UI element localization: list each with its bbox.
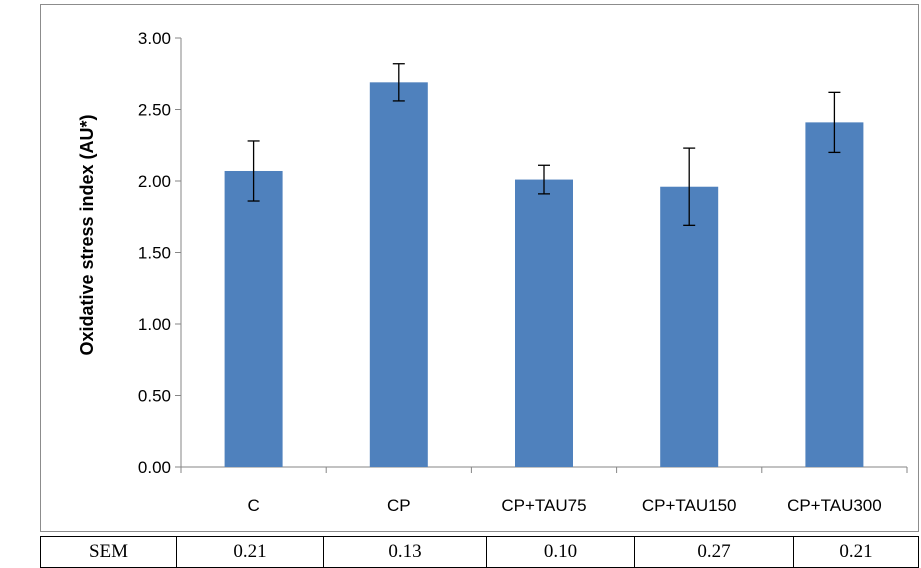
x-category-label: CP+TAU75: [501, 496, 586, 515]
x-category-label: CP: [387, 496, 411, 515]
x-category-label: CP+TAU300: [787, 496, 882, 515]
axes: [175, 37, 908, 473]
sem-cell: 0.13: [323, 536, 487, 568]
table-row: SEM 0.21 0.13 0.10 0.27 0.21: [40, 536, 919, 568]
sem-cell: 0.21: [793, 536, 919, 568]
chart-frame: 0.00 0.50 1.00 1.50 2.00 2.50 3.00 C CP CP+TAU75 C…: [40, 4, 919, 532]
bar-chart: 0.00 0.50 1.00 1.50 2.00 2.50 3.00 C CP CP+TAU75 C…: [77, 29, 908, 515]
y-tick-label: 1.50: [138, 244, 171, 263]
y-tick-label: 3.00: [138, 29, 171, 48]
sem-row-label: SEM: [40, 536, 177, 568]
y-tick-label: 1.00: [138, 315, 171, 334]
x-category-label: CP+TAU150: [642, 496, 737, 515]
bars: [224, 82, 864, 468]
y-tick-label: 0.00: [138, 458, 171, 477]
y-tick-label: 2.50: [138, 101, 171, 120]
y-axis-title: Oxidative stress index (AU*): [77, 114, 97, 355]
axis-labels: 0.00 0.50 1.00 1.50 2.00 2.50 3.00 C CP CP+TAU75 C…: [138, 29, 882, 515]
error-bars: [247, 63, 841, 226]
bar: [224, 170, 283, 468]
sem-cell: 0.10: [486, 536, 635, 568]
sem-cell: 0.27: [634, 536, 794, 568]
sem-cell: 0.21: [176, 536, 324, 568]
x-category-label: C: [247, 496, 259, 515]
bar: [660, 186, 719, 467]
bar: [369, 82, 428, 467]
y-tick-label: 2.00: [138, 172, 171, 191]
sem-table: SEM 0.21 0.13 0.10 0.27 0.21: [40, 536, 919, 568]
y-tick-label: 0.50: [138, 387, 171, 406]
bar: [805, 122, 864, 468]
bar: [515, 179, 573, 467]
